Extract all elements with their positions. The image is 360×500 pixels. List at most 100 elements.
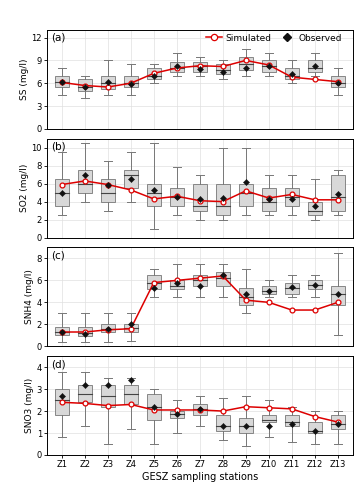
- Point: [312, 62, 318, 70]
- Bar: [239, 184, 253, 206]
- Point: [197, 282, 203, 290]
- Bar: [55, 389, 69, 415]
- X-axis label: GESZ sampling stations: GESZ sampling stations: [142, 472, 258, 482]
- Point: [197, 405, 203, 413]
- Point: [197, 65, 203, 73]
- Point: [289, 70, 295, 78]
- Bar: [216, 64, 230, 74]
- Bar: [308, 202, 322, 215]
- Bar: [101, 179, 115, 202]
- Bar: [147, 68, 161, 80]
- Bar: [170, 62, 184, 72]
- Bar: [285, 416, 299, 426]
- Point: [128, 175, 134, 183]
- Bar: [262, 188, 276, 210]
- Point: [59, 328, 65, 336]
- Point: [266, 422, 272, 430]
- Bar: [308, 280, 322, 289]
- Bar: [123, 324, 138, 332]
- Bar: [331, 76, 345, 87]
- Text: (d): (d): [51, 359, 66, 369]
- Bar: [308, 422, 322, 433]
- Bar: [285, 188, 299, 206]
- Bar: [285, 282, 299, 294]
- Bar: [331, 416, 345, 428]
- Point: [82, 170, 87, 178]
- Point: [312, 427, 318, 435]
- Point: [312, 202, 318, 210]
- Bar: [216, 184, 230, 215]
- Point: [128, 80, 134, 88]
- Bar: [193, 404, 207, 415]
- Bar: [216, 272, 230, 286]
- Bar: [239, 288, 253, 304]
- Bar: [123, 384, 138, 404]
- Point: [151, 402, 157, 410]
- Point: [335, 190, 341, 198]
- Point: [59, 392, 65, 400]
- Bar: [55, 76, 69, 87]
- Y-axis label: SNO3 (mg/l): SNO3 (mg/l): [25, 378, 34, 433]
- Text: (c): (c): [51, 250, 65, 260]
- Bar: [147, 394, 161, 420]
- Point: [174, 278, 180, 286]
- Bar: [170, 280, 184, 289]
- Point: [243, 64, 249, 72]
- Point: [82, 83, 87, 91]
- Point: [220, 68, 226, 76]
- Bar: [216, 416, 230, 431]
- Bar: [170, 411, 184, 418]
- Bar: [101, 384, 115, 406]
- Bar: [239, 418, 253, 433]
- Bar: [193, 184, 207, 210]
- Point: [243, 290, 249, 298]
- Bar: [193, 62, 207, 72]
- Point: [289, 195, 295, 203]
- Point: [105, 78, 111, 86]
- Bar: [147, 184, 161, 206]
- Legend: Simulated, Observed: Simulated, Observed: [206, 34, 342, 42]
- Point: [335, 420, 341, 428]
- Point: [289, 420, 295, 428]
- Point: [197, 195, 203, 203]
- Point: [289, 283, 295, 291]
- Point: [174, 410, 180, 418]
- Point: [105, 324, 111, 332]
- Point: [59, 78, 65, 86]
- Point: [82, 380, 87, 388]
- Point: [174, 62, 180, 70]
- Y-axis label: SNH4 (mg/l): SNH4 (mg/l): [25, 270, 34, 324]
- Text: (b): (b): [51, 142, 66, 152]
- Point: [151, 186, 157, 194]
- Bar: [262, 286, 276, 294]
- Y-axis label: SO2 (mg/l): SO2 (mg/l): [20, 164, 29, 212]
- Point: [174, 193, 180, 201]
- Point: [151, 284, 157, 292]
- Text: (a): (a): [51, 33, 66, 43]
- Point: [312, 281, 318, 289]
- Point: [220, 194, 226, 202]
- Bar: [285, 68, 299, 80]
- Point: [266, 62, 272, 70]
- Bar: [101, 76, 115, 90]
- Point: [220, 271, 226, 279]
- Bar: [78, 170, 92, 192]
- Point: [151, 72, 157, 80]
- Bar: [239, 56, 253, 70]
- Bar: [193, 275, 207, 286]
- Point: [105, 182, 111, 190]
- Bar: [55, 179, 69, 206]
- Bar: [147, 275, 161, 289]
- Bar: [262, 416, 276, 422]
- Bar: [55, 326, 69, 336]
- Point: [128, 320, 134, 328]
- Point: [105, 380, 111, 388]
- Point: [335, 79, 341, 87]
- Point: [59, 188, 65, 196]
- Bar: [101, 324, 115, 332]
- Point: [266, 195, 272, 203]
- Bar: [78, 384, 92, 402]
- Bar: [123, 170, 138, 188]
- Point: [243, 178, 249, 186]
- Point: [335, 290, 341, 298]
